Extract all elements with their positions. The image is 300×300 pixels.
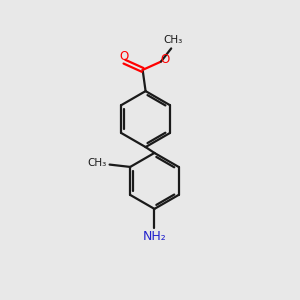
Text: O: O xyxy=(160,53,169,66)
Text: CH₃: CH₃ xyxy=(163,35,182,45)
Text: O: O xyxy=(120,50,129,63)
Text: CH₃: CH₃ xyxy=(88,158,107,168)
Text: NH₂: NH₂ xyxy=(142,230,166,243)
